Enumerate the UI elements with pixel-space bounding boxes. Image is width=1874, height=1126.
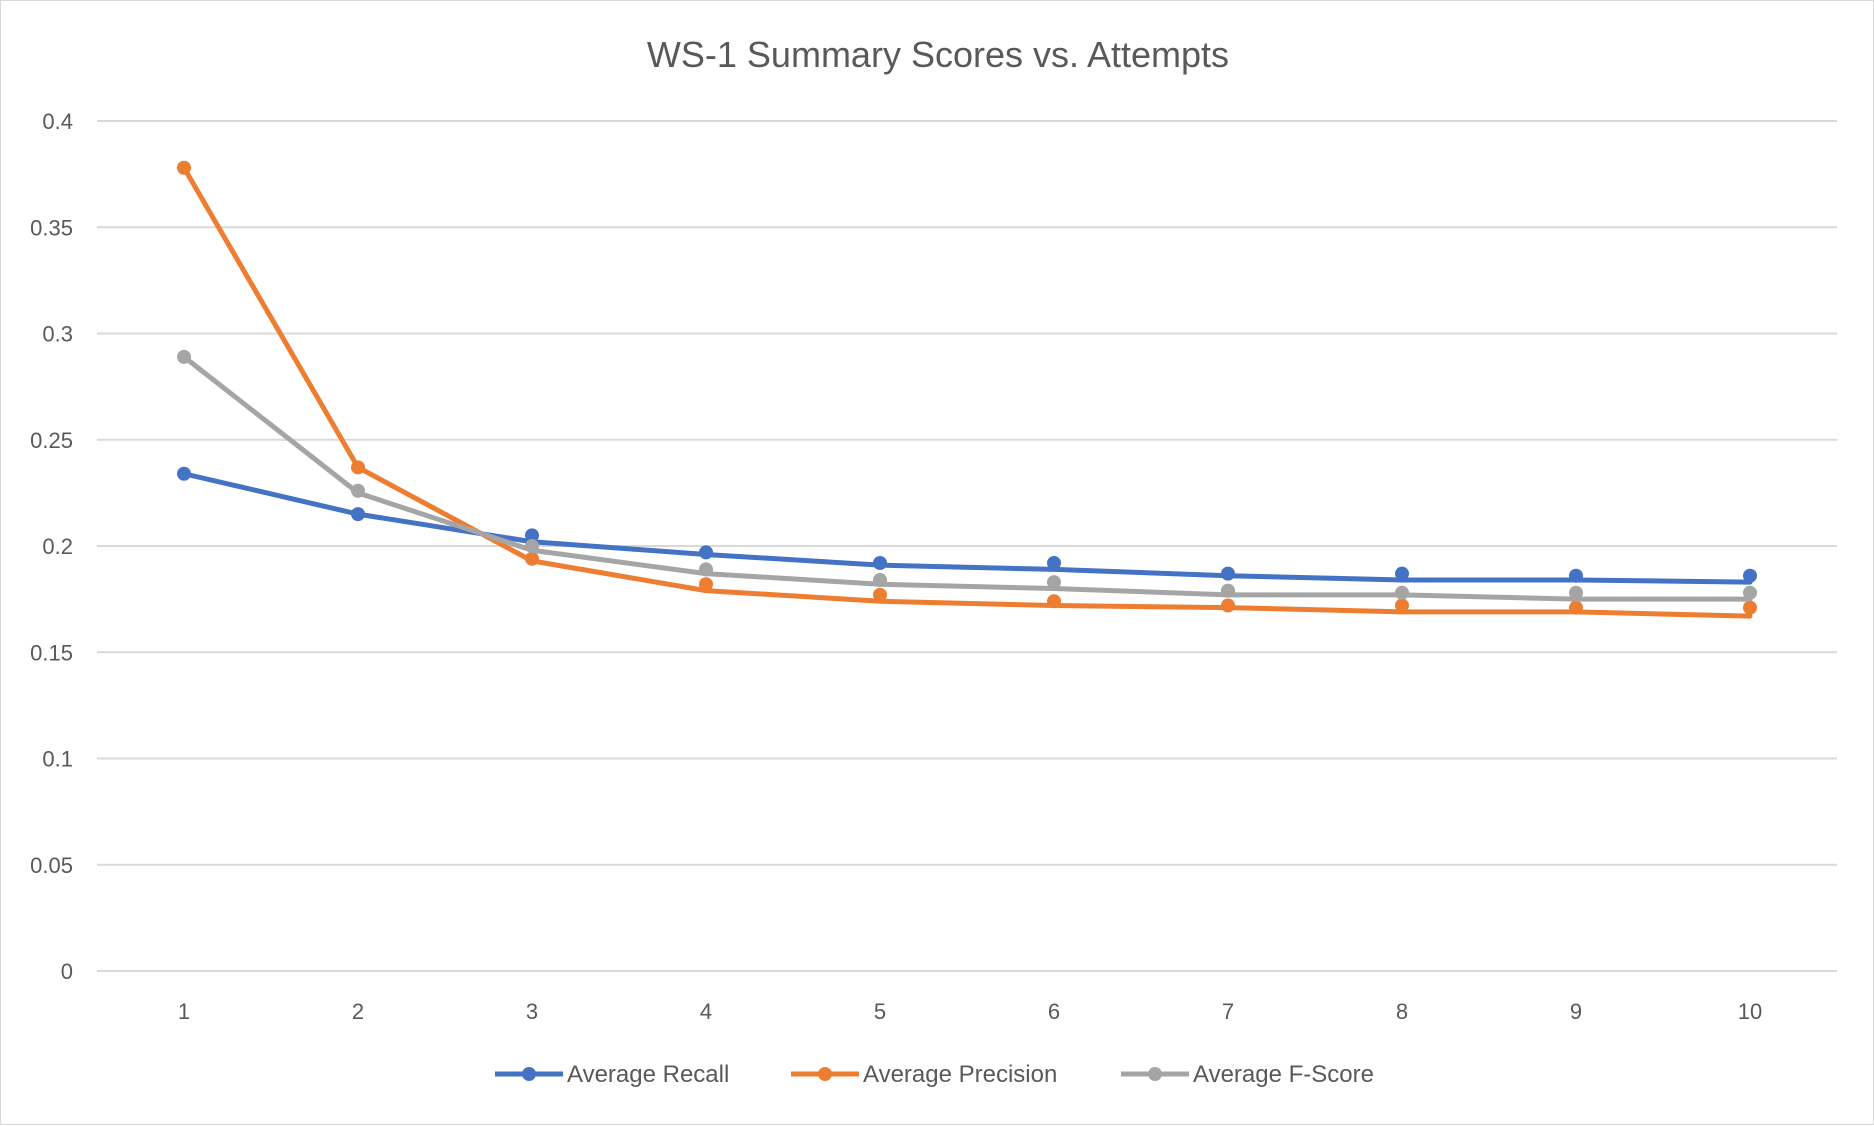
x-axis: 1 2 3 4 5 6 7 8 9 10: [178, 999, 1762, 1024]
data-point: [525, 551, 539, 566]
data-point: [1569, 585, 1583, 600]
x-tick-label: 4: [700, 999, 712, 1024]
data-point: [873, 587, 887, 602]
x-tick-label: 5: [874, 999, 886, 1024]
data-point: [1743, 568, 1757, 583]
x-tick-label: 7: [1222, 999, 1234, 1024]
y-tick-label: 0.15: [30, 640, 73, 665]
data-point: [1047, 575, 1061, 590]
gridlines: [97, 120, 1837, 972]
legend-entry: Average Precision: [791, 1061, 1057, 1088]
y-tick-label: 0.25: [30, 428, 73, 453]
data-point: [699, 562, 713, 577]
series-line: [181, 354, 1753, 602]
legend-label: Average Recall: [567, 1061, 729, 1088]
y-tick-label: 0.05: [30, 853, 73, 878]
x-tick-label: 9: [1570, 999, 1582, 1024]
data-point: [1743, 600, 1757, 615]
y-axis: 0 0.05 0.1 0.15 0.2 0.25 0.3 0.35 0.4: [30, 109, 73, 984]
data-point: [525, 528, 539, 543]
series-2: [177, 160, 1757, 619]
data-point: [1047, 556, 1061, 570]
y-tick-label: 0.3: [42, 322, 73, 347]
data-point: [351, 507, 365, 522]
data-point: [699, 545, 713, 560]
series-line: [181, 471, 1753, 585]
data-point: [1569, 568, 1583, 583]
y-tick-label: 0.35: [30, 215, 73, 240]
legend-entry: Average Recall: [495, 1061, 729, 1088]
data-point: [1395, 566, 1409, 581]
data-point: [1569, 600, 1583, 615]
data-point: [1047, 594, 1061, 609]
data-point: [351, 460, 365, 475]
x-tick-label: 1: [178, 999, 190, 1024]
legend-entry: Average F-Score: [1121, 1061, 1374, 1088]
x-tick-label: 10: [1738, 999, 1762, 1024]
data-point: [1743, 585, 1757, 600]
legend-label: Average Precision: [863, 1061, 1057, 1088]
x-tick-label: 6: [1048, 999, 1060, 1024]
data-point: [351, 483, 365, 498]
data-point: [1221, 583, 1235, 598]
y-tick-label: 0.1: [42, 747, 73, 772]
data-point: [177, 349, 191, 364]
data-point: [1221, 598, 1235, 613]
data-point: [177, 160, 191, 175]
data-point: [177, 466, 191, 481]
series-layer: [177, 160, 1757, 619]
x-tick-label: 8: [1396, 999, 1408, 1024]
x-tick-label: 2: [352, 999, 364, 1024]
legend-marker: [1148, 1067, 1162, 1081]
data-point: [873, 556, 887, 570]
data-point: [1221, 566, 1235, 581]
legend-marker: [522, 1067, 536, 1081]
chart-title: WS-1 Summary Scores vs. Attempts: [647, 34, 1229, 75]
data-point: [525, 539, 539, 553]
series-3: [177, 349, 1757, 602]
y-tick-label: 0.2: [42, 534, 73, 559]
data-point: [1395, 585, 1409, 600]
data-point: [1395, 598, 1409, 613]
data-point: [873, 573, 887, 587]
legend-marker: [818, 1067, 832, 1081]
series-line: [181, 165, 1753, 619]
y-tick-label: 0: [61, 959, 73, 984]
x-tick-label: 3: [526, 999, 538, 1024]
legend: Average Recall Average Precision Average F…: [495, 1061, 1374, 1088]
data-point: [699, 577, 713, 592]
y-tick-label: 0.4: [42, 109, 73, 134]
legend-label: Average F-Score: [1193, 1061, 1374, 1088]
series-1: [177, 466, 1757, 585]
